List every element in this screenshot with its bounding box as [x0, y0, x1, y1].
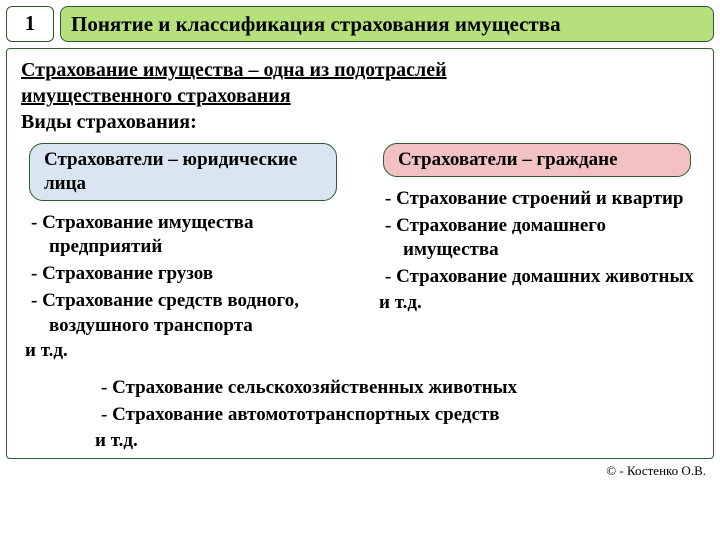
- list-item: Страхование грузов: [25, 262, 345, 287]
- right-pill: Страхователи – граждане: [383, 143, 691, 177]
- intro-text: Страхование имущества – одна из подотрас…: [21, 57, 699, 135]
- intro-line2: имущественного страхования: [21, 85, 291, 107]
- left-etc: и т.д.: [21, 340, 345, 362]
- right-etc: и т.д.: [375, 292, 699, 314]
- left-list: Страхование имущества предприятий Страхо…: [21, 211, 345, 338]
- list-item: Страхование имущества предприятий: [25, 211, 345, 260]
- list-item: Страхование домашних животных: [379, 265, 699, 290]
- slide-title: Понятие и классификация страхования имущ…: [60, 6, 714, 42]
- list-item: Страхование домашнего имущества: [379, 214, 699, 263]
- intro-line3: Виды страхования:: [21, 111, 197, 133]
- intro-line1: Страхование имущества – одна из подотрас…: [21, 59, 447, 81]
- list-item: Страхование средств водного, воздушного …: [25, 289, 345, 338]
- left-column: Страхователи – юридические лица Страхова…: [21, 143, 345, 362]
- common-etc: и т.д.: [91, 430, 699, 452]
- attribution: © - Костенко О.В.: [6, 459, 714, 479]
- right-list: Страхование строений и квартир Страхован…: [375, 187, 699, 290]
- list-item: Страхование сельскохозяйственных животны…: [95, 376, 699, 401]
- left-pill: Страхователи – юридические лица: [29, 143, 337, 201]
- list-item: Страхование строений и квартир: [379, 187, 699, 212]
- right-column: Страхователи – граждане Страхование стро…: [375, 143, 699, 362]
- content-frame: Страхование имущества – одна из подотрас…: [6, 48, 714, 458]
- common-block: Страхование сельскохозяйственных животны…: [91, 376, 699, 451]
- list-item: Страхование автомототранспортных средств: [95, 403, 699, 428]
- slide-number: 1: [6, 6, 54, 42]
- common-list: Страхование сельскохозяйственных животны…: [91, 376, 699, 427]
